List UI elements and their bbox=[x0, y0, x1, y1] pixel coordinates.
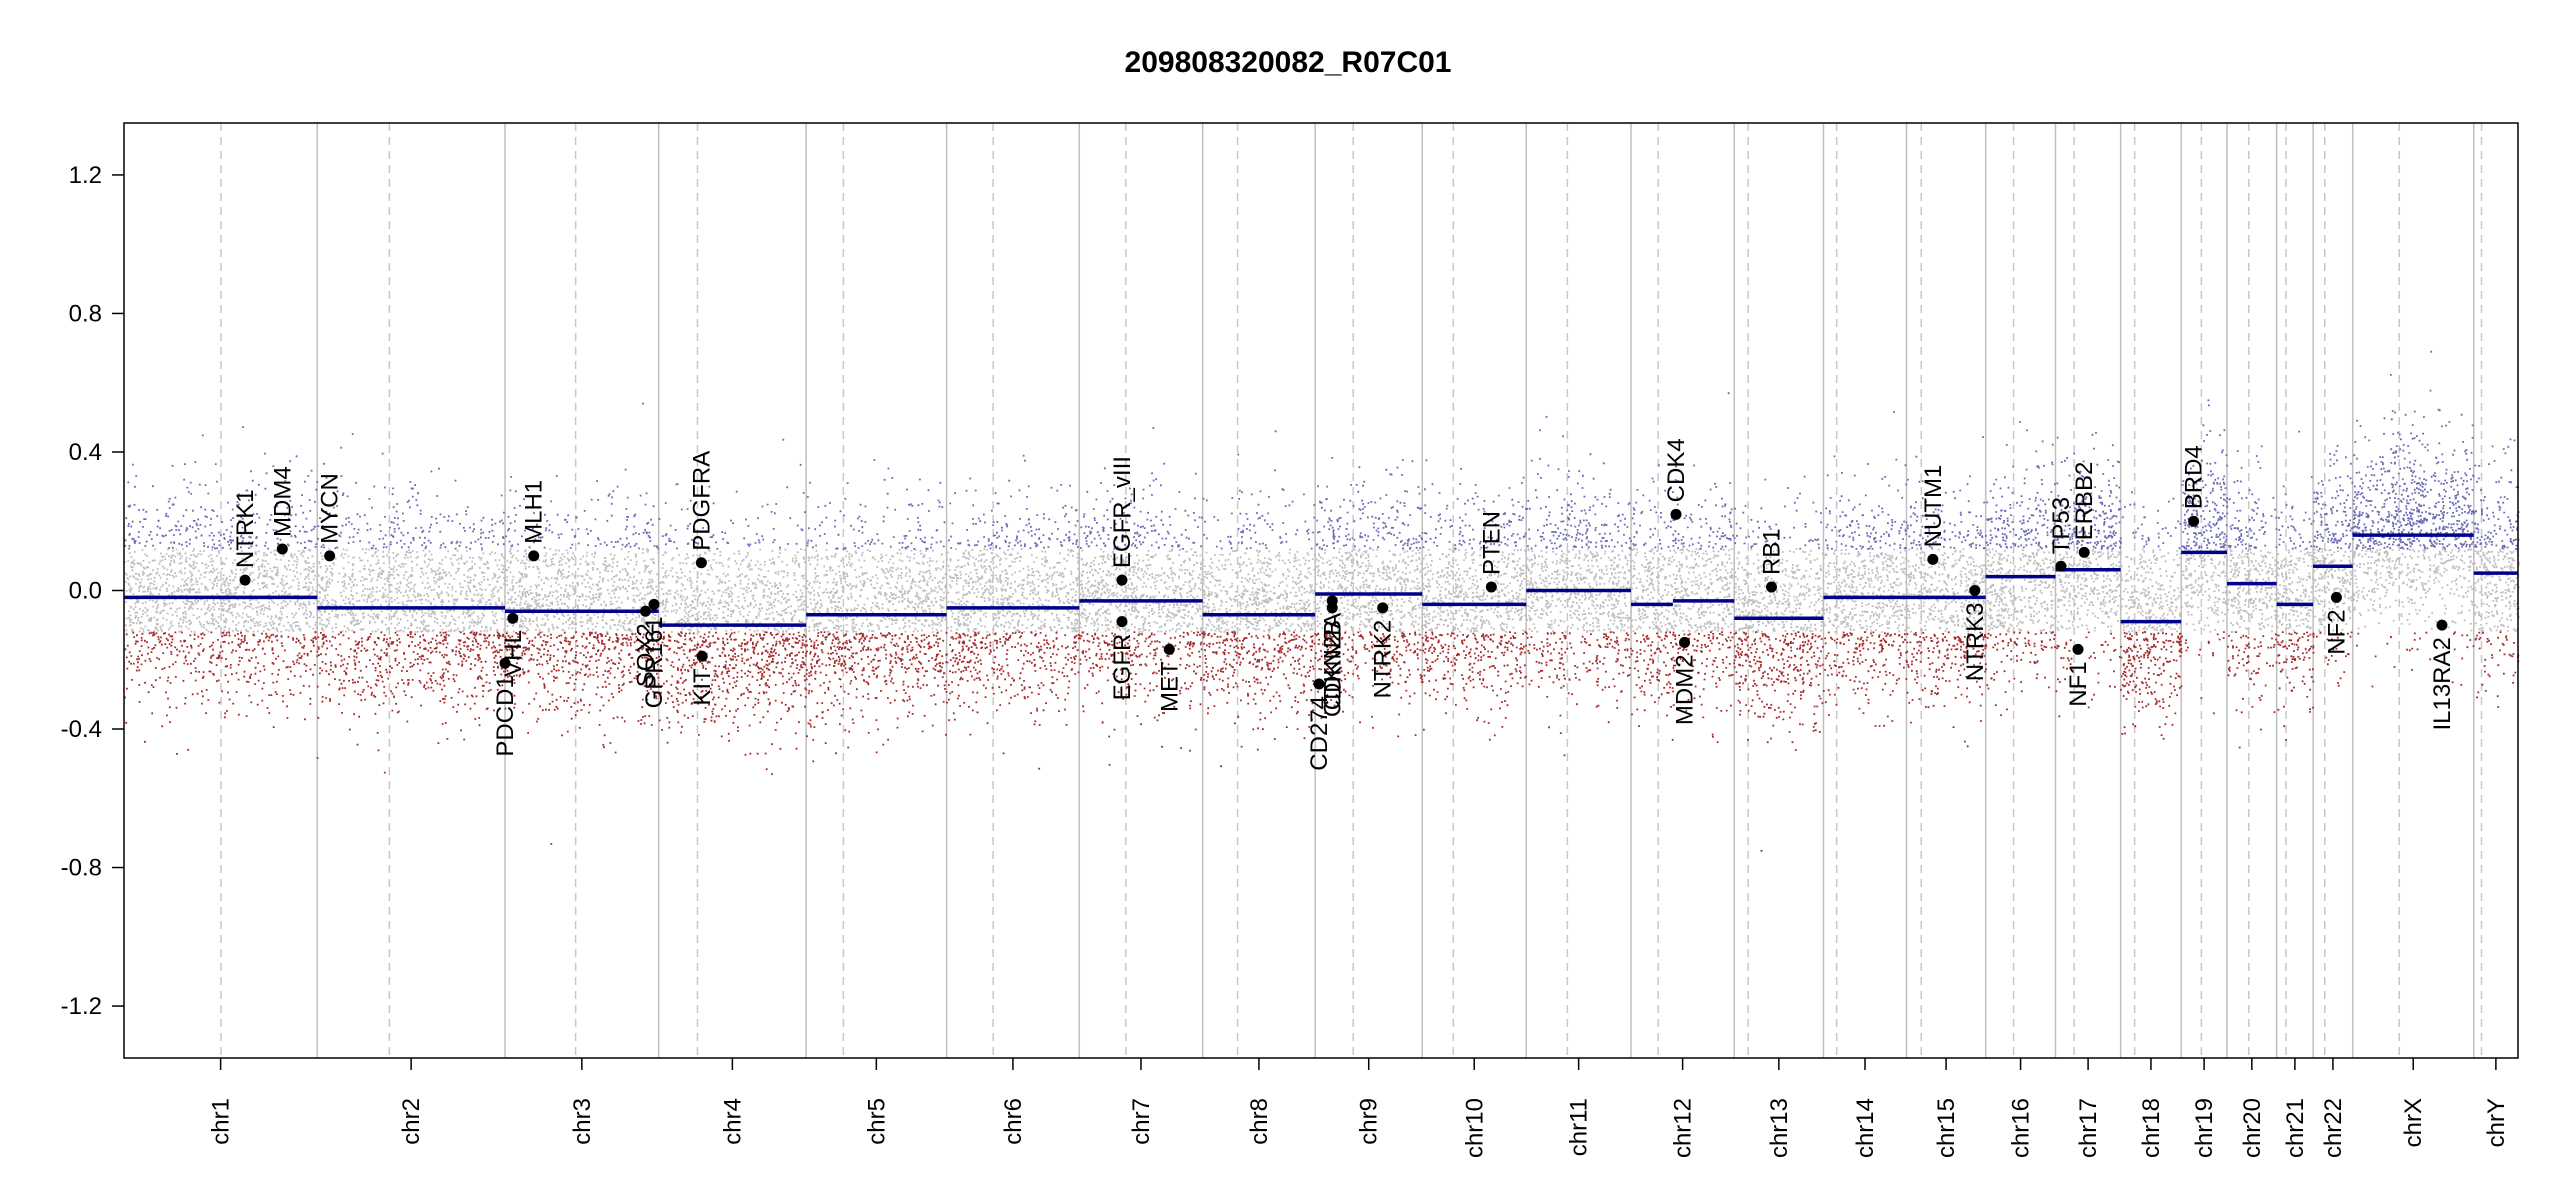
x-tick-label: chr3 bbox=[569, 1098, 596, 1145]
gene-dot bbox=[239, 574, 251, 586]
probes-loss bbox=[124, 631, 2520, 852]
gene-dot bbox=[1679, 636, 1691, 648]
gene-dot bbox=[1765, 581, 1777, 593]
x-tick-label: chr9 bbox=[1356, 1098, 1383, 1145]
gene-label: BRD4 bbox=[2181, 445, 2208, 509]
x-tick-label: chr13 bbox=[1766, 1098, 1793, 1158]
gene-dot bbox=[1163, 643, 1175, 655]
plot-background bbox=[124, 123, 2518, 1058]
gene-label: PDGFRA bbox=[688, 451, 715, 551]
x-tick-label: chr21 bbox=[2282, 1098, 2309, 1158]
y-tick-label: -1.2 bbox=[61, 993, 102, 1020]
gene-label: MYCN bbox=[317, 473, 344, 544]
y-axis: 1.2 0.8 0.4 0.0 -0.4 -0.8 -1.2 bbox=[61, 162, 124, 1020]
y-tick-label: 0.0 bbox=[69, 578, 102, 605]
gene-label: MET bbox=[1156, 661, 1183, 712]
gene-label: MDM2 bbox=[1672, 654, 1699, 725]
gene-label: SOX2 bbox=[632, 623, 659, 687]
gene-label: VHL bbox=[500, 630, 527, 677]
x-tick-label: chr11 bbox=[1566, 1098, 1593, 1156]
gene-label: PDCD1 bbox=[492, 675, 519, 756]
gene-dot bbox=[2055, 560, 2067, 572]
segment-lines bbox=[124, 533, 2518, 627]
gene-label: KIT bbox=[689, 668, 716, 706]
y-tick-label: -0.4 bbox=[61, 716, 102, 743]
x-axis: chr1 chr2 chr3 chr4 chr5 chr6 chr7 chr8 chr9 chr1… bbox=[208, 1058, 2510, 1158]
gene-label: ERBB2 bbox=[2071, 462, 2098, 541]
gene-label: NTRK2 bbox=[1370, 620, 1397, 699]
gene-label: EGFR_vIII bbox=[1109, 456, 1136, 568]
gene-dot bbox=[695, 557, 707, 569]
chart-title: 209808320082_R07C01 bbox=[1125, 46, 1452, 79]
gene-dot bbox=[499, 657, 511, 669]
gene-dot bbox=[648, 598, 660, 610]
gene-dot bbox=[324, 550, 336, 562]
x-tick-label: chr4 bbox=[719, 1098, 746, 1145]
gene-dot bbox=[1116, 616, 1128, 628]
x-tick-label: chr6 bbox=[1000, 1098, 1027, 1145]
gene-dot bbox=[1116, 574, 1128, 586]
x-tick-label: chr20 bbox=[2239, 1098, 2266, 1158]
gene-dot bbox=[2330, 591, 2342, 603]
gene-label: IL13RA2 bbox=[2429, 637, 2456, 730]
gene-dot bbox=[696, 650, 708, 662]
gene-label: TP53 bbox=[2048, 497, 2075, 554]
x-tick-label: chr14 bbox=[1852, 1098, 1879, 1158]
gene-dot bbox=[639, 605, 651, 617]
gene-dot bbox=[1313, 678, 1325, 690]
gene-label: NTRK1 bbox=[232, 489, 259, 568]
gene-dot bbox=[1927, 553, 1939, 565]
gene-dot bbox=[1670, 508, 1682, 520]
gene-label: CD274 bbox=[1306, 696, 1333, 771]
x-tick-label: chr1 bbox=[208, 1098, 235, 1145]
gene-dot bbox=[1969, 585, 1981, 596]
y-tick-label: 0.4 bbox=[69, 439, 102, 466]
plot-frame bbox=[123, 122, 2519, 1059]
gene-label: MLH1 bbox=[521, 480, 548, 544]
gene-label: CDKN2B bbox=[1319, 620, 1346, 717]
gene-dot bbox=[2188, 515, 2200, 527]
gene-dot bbox=[1326, 602, 1338, 614]
gene-dot bbox=[1485, 581, 1497, 593]
x-tick-label: chr19 bbox=[2191, 1098, 2218, 1158]
gene-dot bbox=[276, 543, 288, 555]
y-tick-label: 0.8 bbox=[69, 300, 102, 327]
gene-dot bbox=[528, 550, 540, 562]
x-tick-label: chr7 bbox=[1128, 1098, 1155, 1145]
x-tick-label: chr5 bbox=[863, 1098, 890, 1145]
gene-dot bbox=[1377, 602, 1389, 614]
x-tick-label: chr2 bbox=[398, 1098, 425, 1145]
x-tick-label: chr17 bbox=[2075, 1098, 2102, 1158]
y-tick-label: -0.8 bbox=[61, 855, 102, 882]
gene-label: CDK4 bbox=[1663, 438, 1690, 502]
gene-label: EGFR bbox=[1109, 634, 1136, 701]
x-tick-label: chrX bbox=[2400, 1098, 2427, 1147]
gene-label: MDM4 bbox=[269, 466, 296, 537]
gene-label: CDKN2A bbox=[1319, 613, 1346, 710]
x-tick-label: chr12 bbox=[1670, 1098, 1697, 1158]
gene-label: RB1 bbox=[1758, 528, 1785, 575]
x-tick-label: chr15 bbox=[1933, 1098, 1960, 1158]
x-tick-label: chr18 bbox=[2138, 1098, 2165, 1158]
x-tick-label: chr8 bbox=[1246, 1098, 1273, 1145]
gene-dot bbox=[2072, 643, 2084, 655]
probes-gain bbox=[124, 350, 2520, 550]
x-tick-label: chr22 bbox=[2320, 1098, 2347, 1158]
gene-label: PTEN bbox=[1478, 511, 1505, 575]
gene-label: NF1 bbox=[2065, 661, 2092, 706]
gene-dot bbox=[507, 612, 519, 624]
gene-label: NTRK3 bbox=[1962, 603, 1989, 682]
gene-label: GPR161 bbox=[641, 616, 668, 708]
x-tick-label: chr10 bbox=[1461, 1098, 1488, 1158]
gene-label: NUTM1 bbox=[1920, 465, 1947, 548]
x-tick-label: chr16 bbox=[2008, 1098, 2035, 1158]
gene-dot bbox=[2078, 546, 2090, 558]
gene-dot bbox=[2436, 619, 2448, 631]
x-tick-label: chrY bbox=[2483, 1098, 2510, 1147]
gene-label: NF2 bbox=[2323, 609, 2350, 654]
y-tick-label: 1.2 bbox=[69, 162, 102, 189]
